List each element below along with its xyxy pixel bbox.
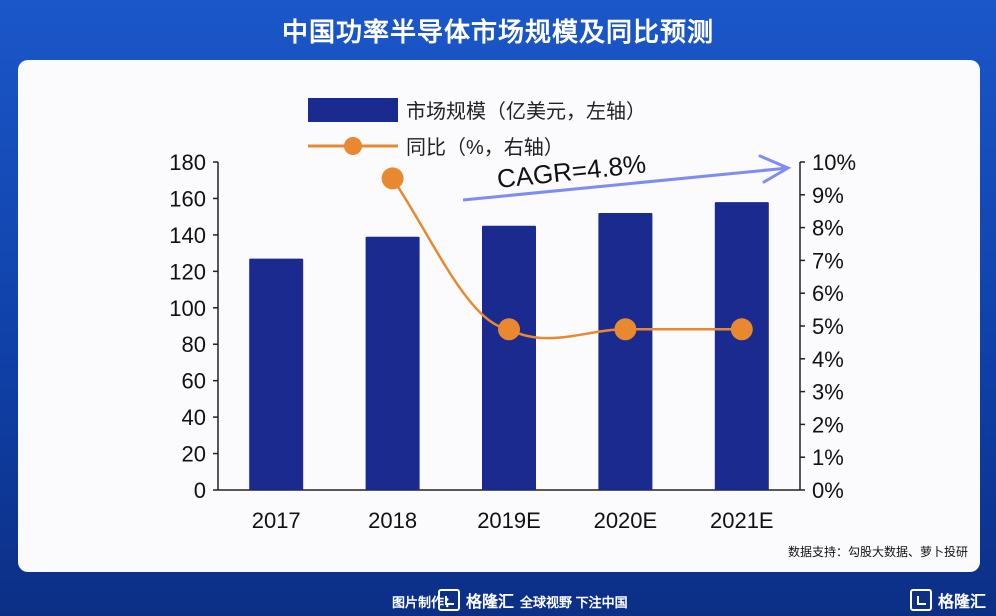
- line-point-2021E: [730, 318, 753, 341]
- right-tick-label: 9%: [812, 183, 844, 208]
- legend-label-line: 同比（%，右轴）: [406, 136, 564, 159]
- left-tick-label: 180: [169, 150, 206, 175]
- corner-logo-icon: [909, 589, 932, 611]
- legend-bar-swatch: [308, 98, 398, 122]
- line-point-2019E: [498, 318, 520, 341]
- right-tick-label: 2%: [812, 412, 844, 437]
- bar-2020E: [598, 213, 653, 490]
- left-tick-label: 80: [182, 332, 206, 357]
- left-tick-label: 20: [182, 442, 206, 467]
- legend-label-bar: 市场规模（亿美元，左轴）: [406, 100, 646, 123]
- x-tick-label: 2018: [368, 508, 417, 533]
- corner-brand-name: 格隆汇: [937, 594, 986, 611]
- footer-slogan: 全球视野 下注中国: [520, 595, 628, 610]
- chart-card: 0 20 40 60 80 100 120 140 160 180 0% 1% 2% 3% 4% 5% 6% 7%…: [18, 60, 980, 572]
- right-tick-label: 8%: [812, 216, 844, 241]
- page-title: 中国功率半导体市场规模及同比预测: [281, 17, 714, 47]
- cagr-arrow-head: [758, 154, 792, 184]
- source-note: 数据支持：勾股大数据、萝卜投研: [787, 545, 968, 559]
- line-series-path: [391, 177, 742, 340]
- bar-2021E: [714, 202, 769, 491]
- footer-brand: 格隆汇: [438, 588, 514, 612]
- right-tick-label: 0%: [812, 478, 844, 503]
- bar-2019E: [482, 225, 536, 490]
- line-point-2020E: [614, 318, 637, 341]
- left-tick-label: 160: [169, 186, 206, 211]
- left-tick-label: 60: [182, 369, 206, 394]
- footer-credit: 图片制作：: [392, 595, 458, 610]
- x-tick-label: 2020E: [594, 508, 658, 533]
- legend-line-marker: [344, 137, 362, 155]
- left-tick-label: 40: [182, 405, 206, 430]
- left-tick-label: 140: [169, 223, 206, 248]
- bar-2017: [249, 258, 304, 490]
- bar-2018: [365, 236, 420, 490]
- right-tick-label: 7%: [812, 248, 844, 273]
- cagr-arrow-line: [462, 166, 789, 202]
- left-tick-label: 0: [194, 478, 206, 503]
- right-tick-label: 5%: [812, 314, 844, 339]
- chart: 0 20 40 60 80 100 120 140 160 180 0% 1% 2% 3% 4% 5% 6% 7%…: [169, 98, 856, 533]
- corner-brand: 格隆汇: [909, 588, 986, 612]
- left-tick-label: 100: [169, 296, 206, 321]
- x-tick-label: 2017: [252, 508, 301, 533]
- x-tick-label: 2019E: [477, 508, 541, 533]
- left-tick-label: 120: [169, 259, 206, 284]
- brand-logo-icon: [438, 589, 460, 611]
- footer-brand-name: 格隆汇: [466, 594, 515, 611]
- right-tick-label: 1%: [812, 445, 844, 470]
- x-tick-label: 2021E: [710, 508, 774, 533]
- right-tick-label: 4%: [812, 347, 844, 372]
- line-point-2018: [381, 167, 404, 190]
- footer: 图片制作： 格隆汇 全球视野 下注中国 格隆汇: [0, 584, 996, 616]
- right-tick-label: 10%: [812, 150, 856, 175]
- right-tick-label: 6%: [812, 281, 844, 306]
- right-tick-label: 3%: [812, 380, 844, 405]
